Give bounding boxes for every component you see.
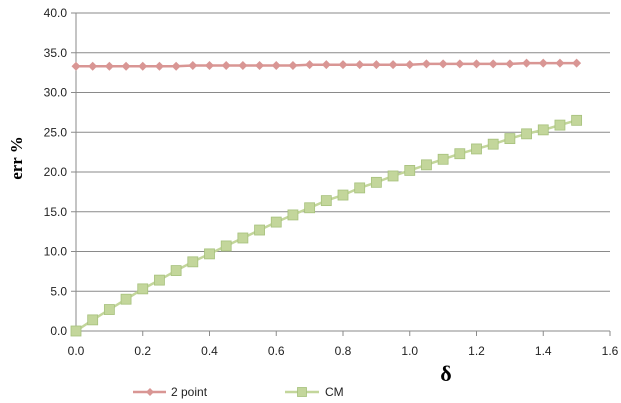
data-point-2-point: [121, 61, 131, 71]
data-point-2-point: [205, 60, 214, 70]
data-point-2-point: [405, 60, 415, 70]
x-tick-label: 0.0: [68, 344, 85, 358]
data-point-cm: [70, 325, 82, 337]
y-tick-label: 40.0: [44, 6, 68, 20]
data-point-cm: [154, 274, 165, 286]
data-point-2-point: [271, 60, 281, 70]
data-point-2-point: [71, 61, 81, 71]
x-tick-label: 0.6: [268, 344, 285, 358]
data-point-cm: [504, 133, 516, 145]
data-point-2-point: [388, 60, 398, 70]
x-tick-label: 0.8: [335, 344, 352, 358]
data-point-2-point: [238, 60, 248, 70]
y-tick-label: 5.0: [50, 284, 67, 298]
y-tick-label: 35.0: [44, 46, 68, 60]
x-tick-label: 0.4: [201, 344, 218, 358]
data-point-2-point: [221, 60, 231, 70]
data-point-cm: [237, 232, 249, 244]
data-point-2-point: [555, 58, 565, 68]
data-point-2-point: [255, 60, 265, 70]
data-point-2-point: [488, 59, 498, 69]
data-point-2-point: [421, 59, 431, 69]
data-point-cm: [137, 283, 149, 295]
data-point-2-point: [305, 60, 315, 70]
data-point-2-point: [572, 58, 582, 68]
data-point-2-point: [438, 59, 448, 69]
data-point-cm: [370, 176, 382, 188]
data-point-cm: [454, 148, 466, 160]
data-point-cm: [404, 165, 416, 176]
legend-label: 2 point: [171, 385, 208, 399]
legend-item-cm: CM: [285, 385, 344, 399]
series: [70, 58, 583, 337]
data-point-cm: [421, 159, 432, 171]
data-point-cm: [354, 182, 366, 194]
data-point-cm: [554, 119, 566, 131]
data-point-2-point: [538, 58, 548, 68]
y-axis-label: err %: [7, 136, 26, 180]
data-point-cm: [571, 114, 583, 126]
legend-swatch-square: [297, 387, 307, 397]
data-point-2-point: [104, 61, 114, 71]
data-point-2-point: [154, 61, 164, 71]
data-point-2-point: [321, 60, 331, 70]
x-axis-label: δ: [440, 361, 451, 386]
data-point-cm: [220, 240, 232, 252]
data-point-cm: [437, 153, 449, 165]
data-point-cm: [187, 256, 199, 268]
data-point-cm: [471, 143, 482, 155]
data-point-cm: [537, 124, 549, 136]
data-point-cm: [170, 265, 182, 276]
data-point-2-point: [288, 60, 298, 70]
data-point-2-point: [138, 61, 148, 71]
data-point-2-point: [455, 59, 465, 69]
data-point-cm: [120, 293, 132, 305]
x-tick-label: 1.0: [401, 344, 418, 358]
y-tick-label: 30.0: [44, 86, 68, 100]
x-tick-label: 1.4: [535, 344, 552, 358]
legend-swatch-diamond: [146, 388, 154, 396]
data-point-2-point: [522, 58, 532, 68]
data-point-2-point: [472, 59, 481, 69]
data-point-2-point: [505, 59, 515, 69]
data-point-cm: [521, 128, 532, 140]
axes: [71, 12, 611, 336]
data-point-cm: [337, 189, 349, 201]
data-point-cm: [87, 314, 99, 326]
data-point-cm: [103, 304, 115, 315]
data-point-2-point: [88, 61, 98, 71]
y-tick-label: 25.0: [44, 125, 68, 139]
y-tick-label: 20.0: [44, 165, 68, 179]
data-point-cm: [287, 209, 299, 221]
data-point-2-point: [355, 60, 365, 70]
y-tick-label: 10.0: [44, 245, 68, 259]
y-tick-label: 0.0: [50, 324, 67, 338]
legend-item-2-point: 2 point: [133, 385, 208, 399]
data-point-2-point: [188, 60, 198, 70]
data-point-cm: [254, 224, 265, 236]
x-tick-label: 1.6: [602, 344, 619, 358]
data-point-cm: [487, 138, 499, 150]
tick-labels: 0.0 5.0 10.0 15.0 20.0 25.0 30.0 35.0 40.0 0.0 0.2…: [44, 6, 619, 358]
data-point-cm: [320, 195, 332, 207]
legend: 2 point CM: [133, 385, 344, 399]
data-point-cm: [387, 170, 399, 182]
legend-label: CM: [325, 385, 344, 399]
data-point-cm: [204, 248, 215, 260]
data-point-cm: [304, 202, 316, 214]
series-line-cm: [75, 119, 577, 333]
gridlines: [76, 12, 610, 292]
data-point-2-point: [338, 60, 348, 70]
data-point-2-point: [371, 60, 381, 70]
y-tick-label: 15.0: [44, 205, 68, 219]
data-point-2-point: [171, 61, 181, 71]
data-point-cm: [270, 216, 282, 228]
x-tick-label: 0.2: [134, 344, 151, 358]
x-tick-label: 1.2: [468, 344, 485, 358]
